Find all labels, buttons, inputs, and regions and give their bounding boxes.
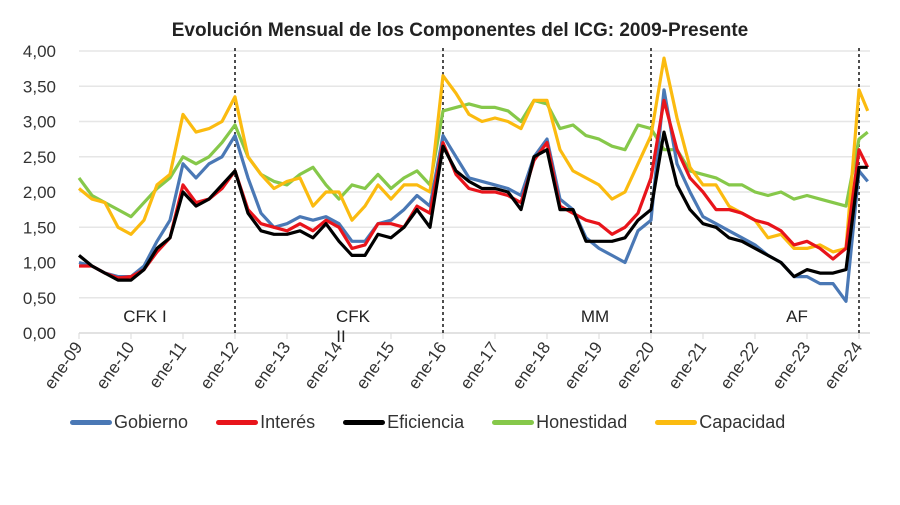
x-tick-label: ene-23: [768, 338, 814, 392]
x-tick-label: ene-18: [508, 338, 554, 392]
x-tick-label: ene-15: [352, 338, 398, 392]
legend-swatch: [70, 420, 112, 425]
y-tick-label: 0,50: [23, 289, 56, 308]
y-tick-label: 3,00: [23, 113, 56, 132]
legend-item: Capacidad: [655, 412, 785, 433]
legend-item: Gobierno: [70, 412, 188, 433]
y-tick-label: 4,00: [23, 42, 56, 61]
x-tick-label: ene-11: [145, 338, 190, 391]
x-tick-label: ene-22: [716, 338, 762, 392]
period-label: II: [336, 327, 345, 346]
legend-swatch: [492, 420, 535, 425]
x-tick-label: ene-17: [456, 338, 502, 392]
x-tick-label: ene-21: [664, 338, 710, 392]
legend-swatch: [655, 420, 698, 425]
x-tick-label: ene-10: [92, 338, 138, 392]
legend-swatch: [343, 420, 386, 425]
x-tick-label: ene-24: [820, 338, 866, 392]
legend-item: Interés: [216, 412, 315, 433]
x-tick-label: ene-19: [560, 338, 606, 392]
period-label: MM: [581, 307, 609, 326]
y-tick-label: 2,50: [23, 148, 56, 167]
series-line-gobierno: [78, 88, 869, 303]
legend-item: Honestidad: [492, 412, 627, 433]
x-tick-label: ene-12: [196, 338, 242, 392]
x-tick-label: ene-13: [248, 338, 294, 392]
period-label: AF: [786, 307, 808, 326]
period-label: CFK I: [123, 307, 166, 326]
legend-label: Capacidad: [699, 412, 786, 432]
y-tick-label: 1,50: [23, 218, 56, 237]
series-line-honestidad: [77, 98, 869, 219]
legend-label: Eficiencia: [387, 412, 465, 432]
y-tick-label: 0,00: [23, 324, 56, 343]
x-tick-label: ene-20: [612, 338, 658, 392]
legend-item: Eficiencia: [343, 412, 464, 433]
legend-label: Interés: [260, 412, 316, 432]
chart-title: Evolución Mensual de los Componentes del…: [171, 20, 749, 41]
x-tick-label: ene-09: [40, 338, 86, 392]
legend-swatch: [216, 420, 259, 425]
legend: Gobierno Interés Eficiencia Honestidad Capac…: [70, 412, 813, 433]
series-line-eficiencia: [77, 130, 868, 282]
legend-label: Gobierno: [114, 412, 189, 432]
y-tick-label: 2,00: [23, 183, 56, 202]
period-label: CFK: [336, 307, 371, 326]
x-tick-label: ene-16: [404, 338, 450, 392]
y-tick-label: 3,50: [23, 77, 56, 96]
series-line-capacidad: [77, 56, 870, 254]
legend-label: Honestidad: [536, 412, 628, 432]
y-tick-label: 1,00: [23, 254, 56, 273]
x-tick-label: ene-14: [300, 338, 346, 392]
